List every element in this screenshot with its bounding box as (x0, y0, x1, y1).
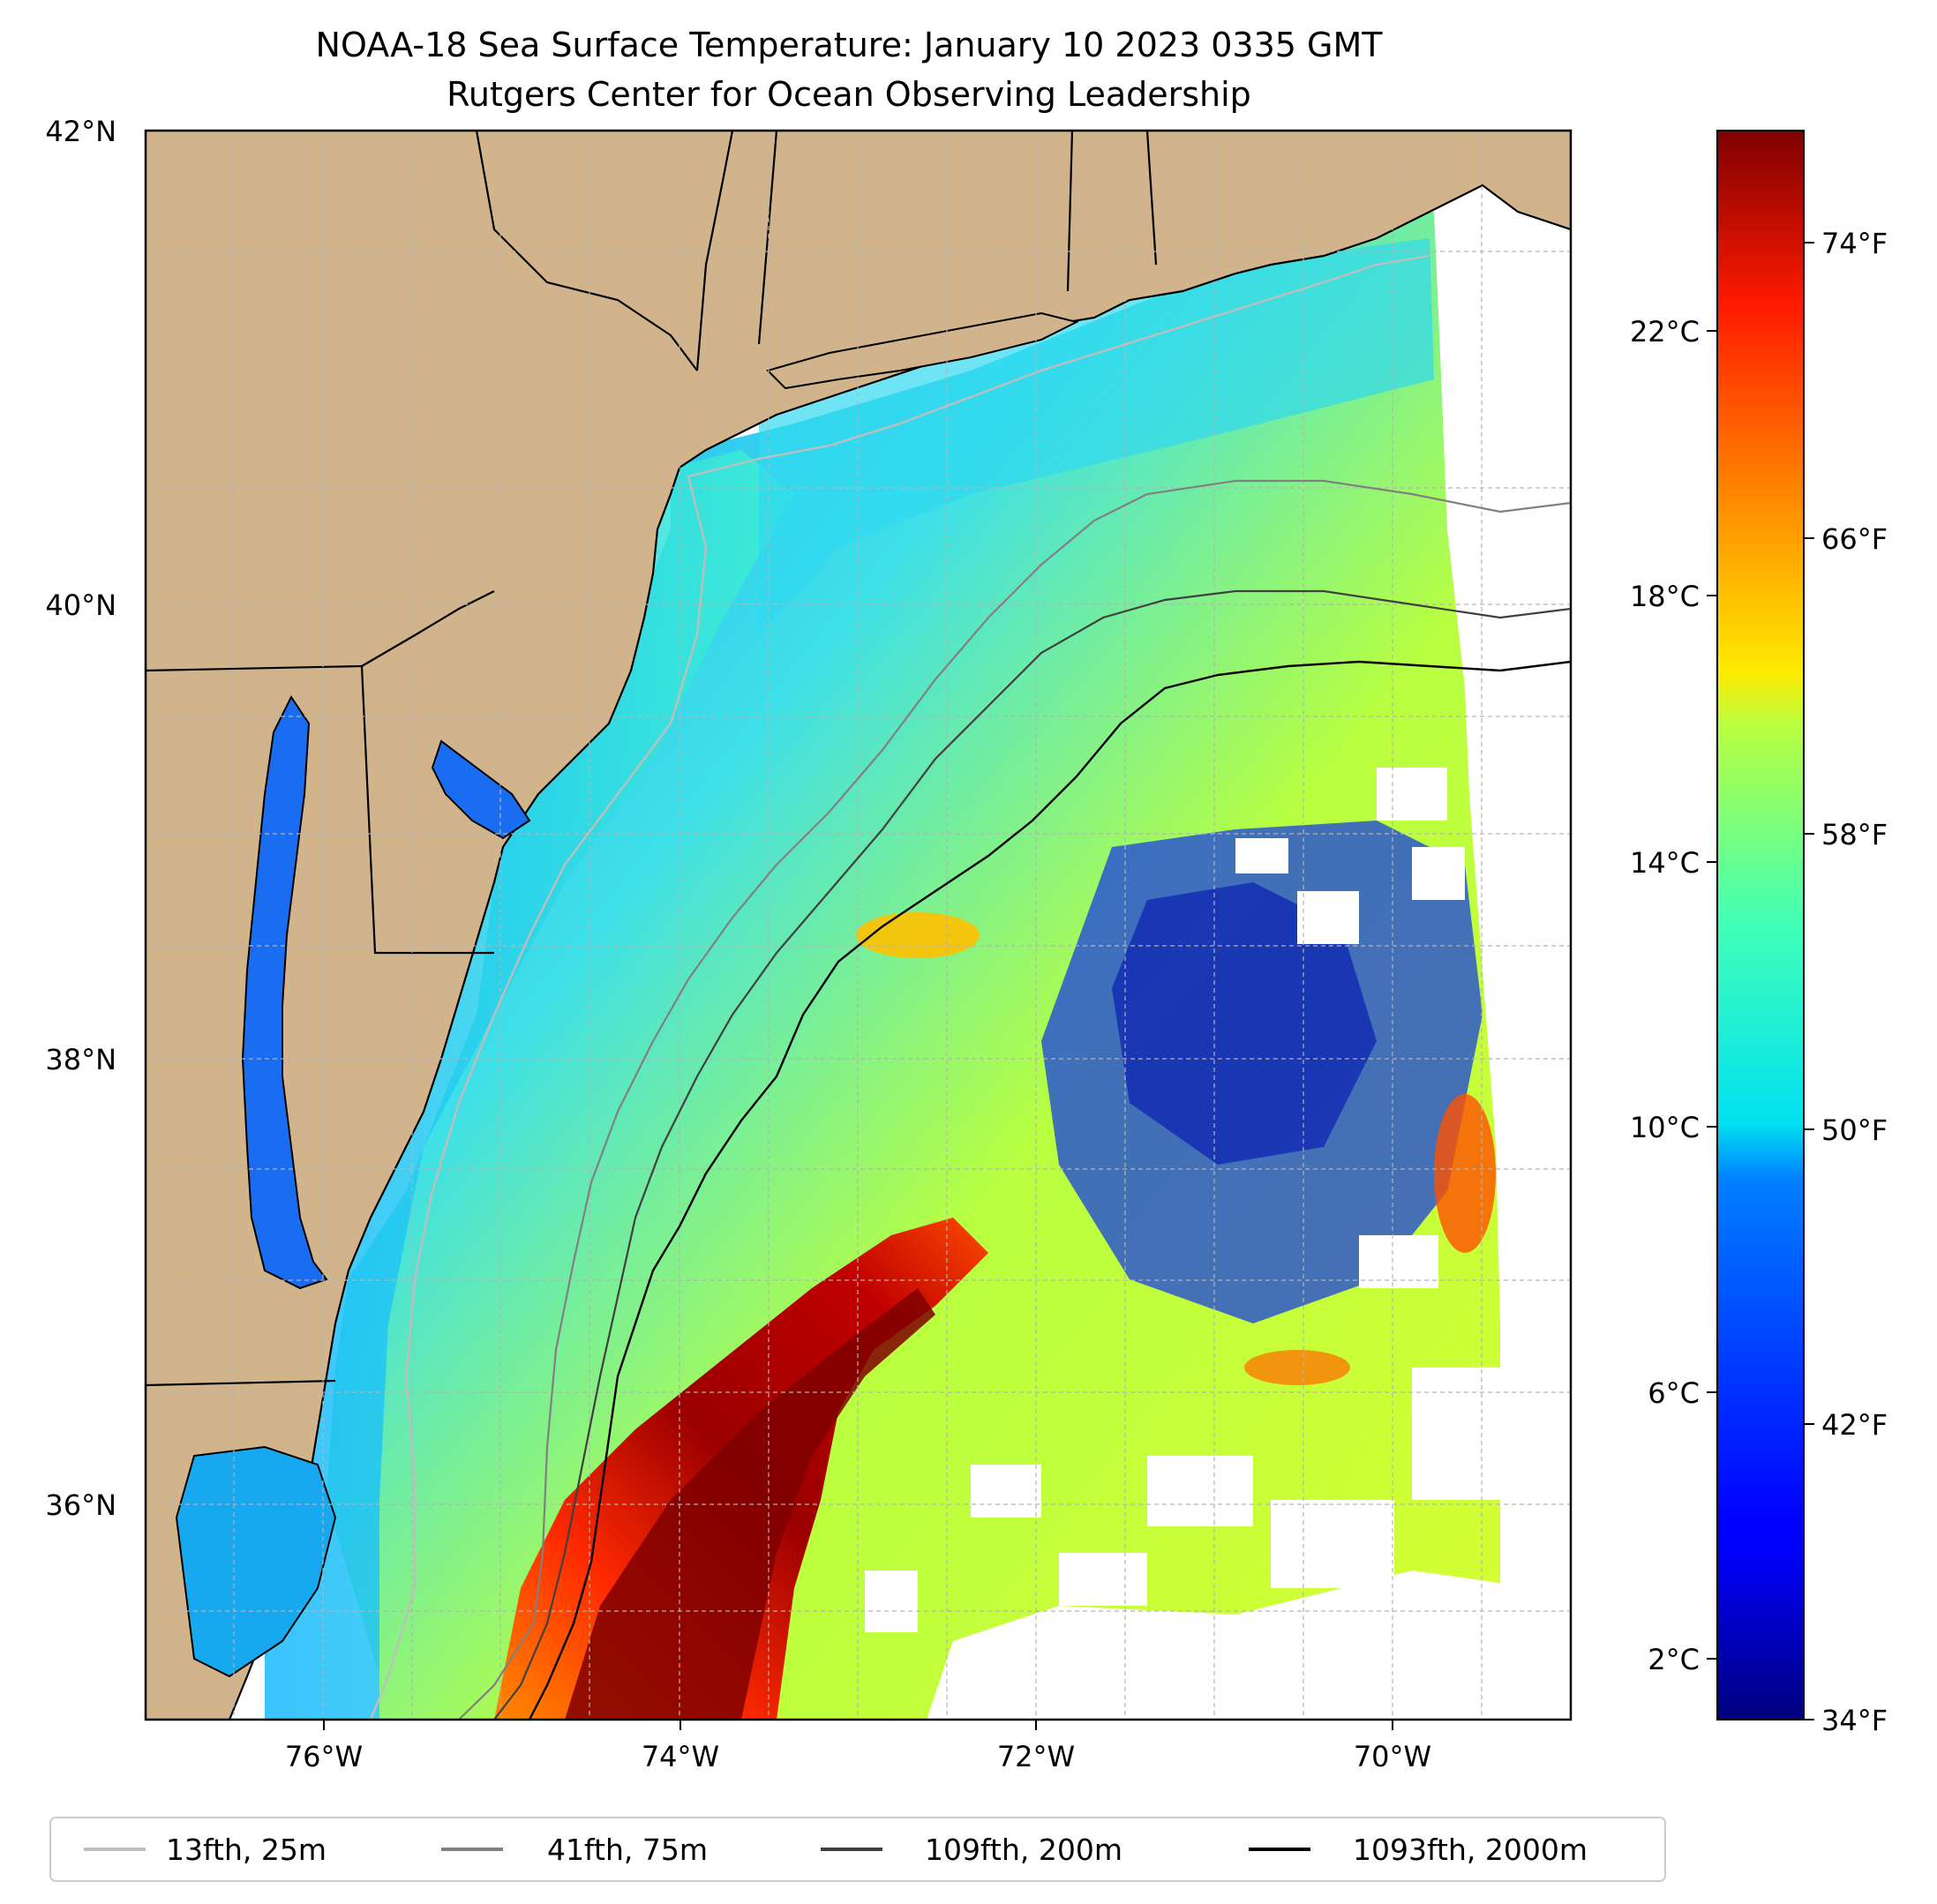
cloud-mask (865, 131, 1571, 1720)
warm-patch-2 (1434, 1094, 1496, 1253)
lon-ticks: 76°W 74°W 72°W 70°W (285, 1740, 1431, 1773)
chesapeake-bay (241, 695, 328, 1290)
colorbar-f-tick-marks (1804, 242, 1814, 1720)
lon-tick-74: 74°W (642, 1740, 719, 1773)
colorbar-c-tick-22: 22°C (1630, 315, 1700, 349)
sst-field-cold-core (1112, 882, 1377, 1165)
lat-tick-38: 38°N (45, 1043, 116, 1076)
isobath-25m (369, 476, 708, 1720)
lat-tick-36: 36°N (45, 1488, 116, 1522)
warm-patch-1 (856, 912, 980, 958)
legend-label-25m: 13fth, 25m (166, 1833, 327, 1867)
colorbar-c-tick-marks (1707, 330, 1717, 1660)
isobath-75m (458, 479, 1571, 1720)
warm-patch-3 (1244, 1350, 1350, 1385)
legend: 13fth, 25m 41fth, 75m 109fth, 200m 1093f… (49, 1817, 1666, 1882)
colorbar-f-tick-58: 58°F (1821, 818, 1888, 851)
lon-tick-70: 70°W (1354, 1740, 1431, 1773)
colorbar-c-tick-6: 6°C (1648, 1376, 1700, 1410)
map-frame (144, 129, 1573, 1721)
long-island (766, 311, 1079, 390)
legend-label-200m: 109fth, 200m (925, 1833, 1122, 1867)
title-line-2: Rutgers Center for Ocean Observing Leade… (447, 75, 1251, 114)
delaware-bay (431, 739, 531, 840)
pamlico-sound (175, 1445, 337, 1678)
colorbar-f-tick-50: 50°F (1821, 1113, 1888, 1147)
lat-ticks: 42°N 40°N 38°N 36°N (45, 115, 116, 1522)
state-borders (146, 131, 1158, 1387)
colorbar-c-tick-14: 14°C (1630, 846, 1700, 880)
land-mainland (146, 131, 1571, 1720)
colorbar-c-tick-10: 10°C (1630, 1111, 1700, 1144)
gridlines (146, 131, 1571, 1720)
isobath-25m-north (687, 254, 1430, 478)
map-panel (146, 131, 1571, 1720)
lon-tick-72: 72°W (997, 1740, 1075, 1773)
lat-tick-42: 42°N (45, 115, 116, 148)
lon-tick-marks (323, 1720, 1393, 1730)
isobath-200m (493, 589, 1571, 1720)
legend-label-75m: 41fth, 75m (547, 1833, 708, 1867)
lat-tick-40: 40°N (45, 588, 116, 622)
colorbar-c-tick-2: 2°C (1648, 1643, 1700, 1676)
colorbar-f-tick-34: 34°F (1821, 1704, 1888, 1737)
isobath-2000m (528, 660, 1571, 1720)
colorbar-c-tick-18: 18°C (1630, 580, 1700, 613)
colorbar-f-tick-74: 74°F (1821, 227, 1888, 260)
legend-label-2000m: 1093fth, 2000m (1353, 1833, 1588, 1867)
colorbar: 22°C 18°C 14°C 10°C 6°C 2°C 74°F 66°F 58… (1630, 130, 1888, 1737)
colorbar-gradient (1716, 130, 1805, 1720)
title-line-1: NOAA-18 Sea Surface Temperature: January… (316, 26, 1384, 64)
colorbar-f-tick-66: 66°F (1821, 522, 1888, 556)
colorbar-f-tick-42: 42°F (1821, 1408, 1888, 1442)
lon-tick-76: 76°W (285, 1740, 363, 1773)
